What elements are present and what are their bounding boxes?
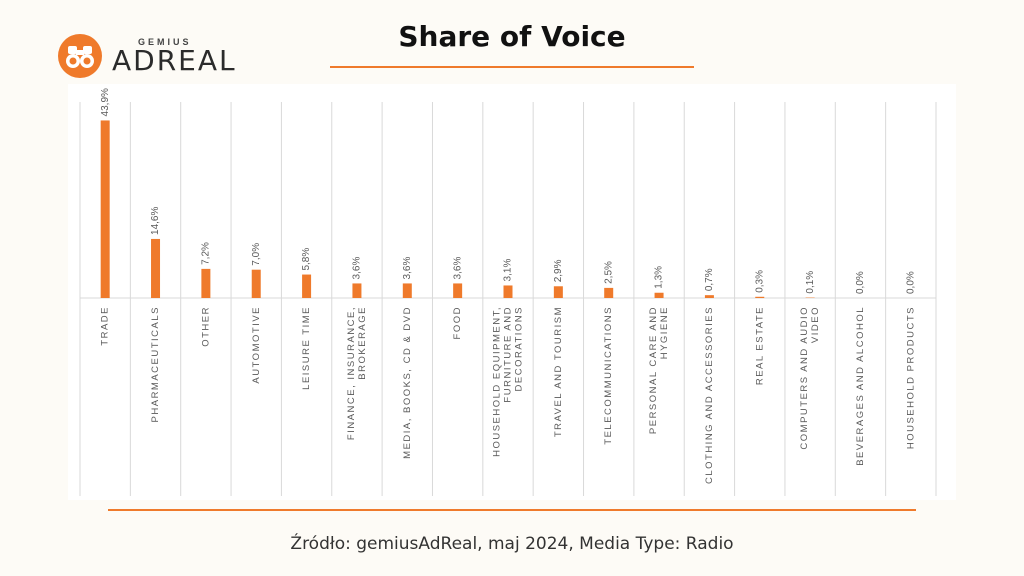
data-label: 0,1% [805,271,816,294]
category-label: CLOTHING AND ACCESSORIES [704,306,715,484]
bar [553,286,563,298]
data-label: 43,9% [100,88,111,116]
data-label: 0,3% [754,270,765,293]
category-label: DECORATIONS [514,306,525,391]
category-label: PHARMACEUTICALS [150,306,161,422]
category-label: AUTOMOTIVE [251,306,262,384]
category-label: MEDIA, BOOKS, CD & DVD [402,306,413,459]
category-label: FINANCE, INSURANCE, [346,306,357,440]
data-label: 0,7% [704,268,715,291]
data-label: 2,5% [603,261,614,284]
data-label: 7,0% [251,243,262,266]
title-underline [330,66,694,68]
category-label: TELECOMMUNICATIONS [603,306,614,445]
gemius-adreal-logo: GEMIUS ADREAL [58,34,238,82]
bar [704,295,714,298]
data-label: 0,0% [855,271,866,294]
logo-gemius-text: GEMIUS [138,37,192,47]
bar [755,296,765,298]
category-label: HOUSEHOLD PRODUCTS [905,306,916,449]
binoculars-icon [58,34,102,78]
category-label: TRADE [100,306,111,346]
data-label: 7,2% [201,242,212,265]
bar [352,283,362,298]
data-label: 3,6% [352,257,363,280]
category-label: TRAVEL AND TOURISM [553,306,564,437]
bottom-divider [108,509,916,511]
bar [151,238,161,298]
data-label: 14,6% [150,206,161,234]
bar [453,283,463,298]
bar [302,274,312,298]
category-label: REAL ESTATE [754,306,765,385]
page-title: Share of Voice [398,20,626,53]
data-label: 3,6% [402,257,413,280]
bar [654,292,664,298]
bar [604,287,614,298]
bar [503,285,513,298]
category-label: FURNITURE AND [503,306,514,403]
data-label: 1,3% [654,266,665,289]
category-label: COMPUTERS AND AUDIO [799,306,810,450]
category-label: FOOD [452,306,463,339]
source-note: Źródło: gemiusAdReal, maj 2024, Media Ty… [290,534,734,554]
data-label: 3,6% [452,257,463,280]
bar [402,283,412,298]
data-label: 0,0% [905,271,916,294]
bar [251,269,261,298]
logo-adreal-text: ADREAL [112,44,237,77]
category-label: HYGIENE [659,306,670,359]
category-label: BROKERAGE [357,306,368,380]
category-label: OTHER [200,306,211,347]
category-label: HOUSEHOLD EQUIPMENT, [492,306,503,457]
category-label: PERSONAL CARE AND [648,306,659,434]
data-label: 3,1% [503,259,514,282]
category-label: VIDEO [810,306,821,343]
category-label: BEVERAGES AND ALCOHOL [855,306,866,466]
category-label: LEISURE TIME [301,306,312,390]
data-label: 2,9% [553,259,564,282]
bar [100,120,110,299]
share-of-voice-chart: 43,9% TRADE 14,6% PHARMACEUTICALS 7,2% OTHER 7… [79,88,937,496]
bar [201,268,211,298]
data-label: 5,8% [301,248,312,271]
